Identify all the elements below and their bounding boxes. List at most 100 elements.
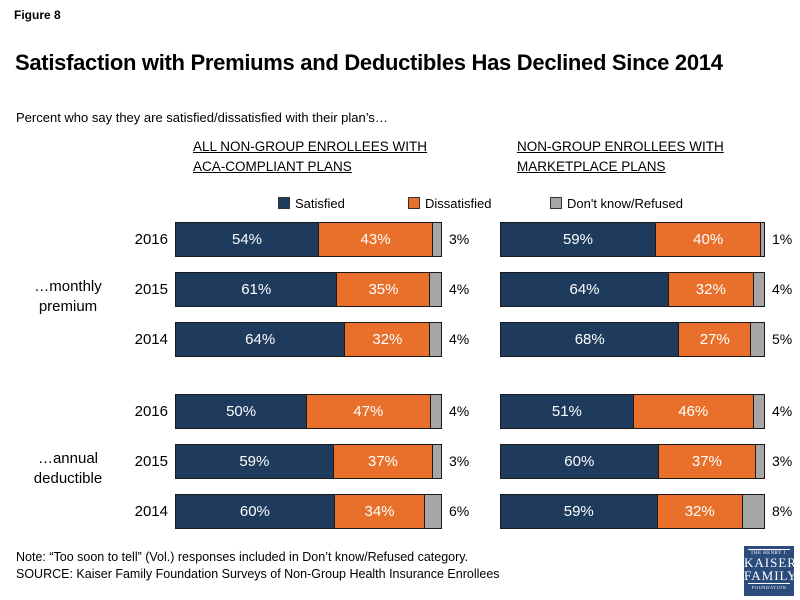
satisfied-value-label: 50% (226, 403, 257, 420)
satisfied-swatch-icon (278, 197, 290, 209)
year-label: 2015 (134, 281, 168, 298)
satisfied-value-label: 68% (574, 331, 605, 348)
dont-know-segment (760, 222, 765, 257)
stacked-bar-row: 59% 37% (175, 444, 442, 479)
stacked-bar-row: 59% 40% (500, 222, 765, 257)
row-group-label-annual-deductible: …annual deductible (33, 450, 103, 487)
year-label: 2014 (134, 331, 168, 348)
dissatisfied-segment: 27% (678, 322, 751, 357)
dissatisfied-value-label: 34% (364, 503, 395, 520)
dissatisfied-value-label: 27% (699, 331, 730, 348)
dont-know-value-label: 3% (449, 231, 470, 247)
dont-know-segment (424, 494, 442, 529)
stacked-bar-row: 68% 27% (500, 322, 765, 357)
dont-know-segment (749, 322, 765, 357)
dissatisfied-segment: 32% (656, 494, 743, 529)
year-label: 2016 (134, 231, 168, 248)
dont-know-swatch-icon (550, 197, 562, 209)
dissatisfied-value-label: 32% (372, 331, 403, 348)
dissatisfied-value-label: 47% (353, 403, 384, 420)
dont-know-value-label: 3% (772, 453, 793, 469)
dont-know-segment (752, 394, 766, 429)
satisfied-value-label: 59% (562, 231, 593, 248)
year-label: 2014 (134, 503, 168, 520)
dont-know-segment (429, 322, 442, 357)
stacked-bar-row: 64% 32% (175, 322, 442, 357)
dissatisfied-value-label: 35% (368, 281, 399, 298)
dissatisfied-segment: 34% (333, 494, 426, 529)
dissatisfied-value-label: 46% (678, 403, 709, 420)
legend-item-satisfied: Satisfied (278, 195, 345, 211)
subtitle: Percent who say they are satisfied/dissa… (16, 110, 388, 125)
dissatisfied-value-label: 43% (360, 231, 391, 248)
dont-know-value-label: 4% (449, 403, 470, 419)
stacked-bar-row: 59% 32% (500, 494, 765, 529)
legend-label-dissatisfied: Dissatisfied (425, 195, 492, 211)
dont-know-segment (755, 444, 765, 479)
year-label: 2015 (134, 453, 168, 470)
dont-know-value-label: 4% (449, 281, 470, 297)
legend-item-dont-know: Don't know/Refused (550, 195, 683, 211)
dissatisfied-segment: 46% (632, 394, 754, 429)
dissatisfied-segment: 37% (332, 444, 434, 479)
dissatisfied-segment: 32% (344, 322, 431, 357)
dont-know-value-label: 6% (449, 503, 470, 519)
row-group-label-monthly-premium: …monthly premium (34, 278, 102, 315)
satisfied-segment: 64% (500, 272, 670, 307)
dissatisfied-segment: 43% (318, 222, 434, 257)
satisfied-value-label: 64% (569, 281, 600, 298)
satisfied-value-label: 61% (241, 281, 272, 298)
stacked-bar-row: 60% 34% (175, 494, 442, 529)
satisfied-value-label: 54% (231, 231, 263, 248)
logo-line3: FAMILY (744, 568, 798, 583)
dont-know-value-label: 1% (772, 231, 793, 247)
satisfied-segment: 60% (175, 494, 335, 529)
dont-know-segment (429, 394, 443, 429)
dont-know-segment (432, 222, 442, 257)
dont-know-segment (429, 272, 442, 307)
panel-header-left-line2: ACA-COMPLIANT PLANS (193, 159, 352, 174)
legend-label-satisfied: Satisfied (295, 195, 345, 211)
satisfied-value-label: 59% (239, 453, 270, 470)
dissatisfied-segment: 35% (336, 272, 431, 307)
satisfied-segment: 51% (500, 394, 634, 429)
dissatisfied-segment: 37% (657, 444, 757, 479)
satisfied-segment: 68% (500, 322, 680, 357)
dont-know-value-label: 4% (449, 331, 470, 347)
legend-item-dissatisfied: Dissatisfied (408, 195, 491, 211)
stacked-bar-row: 54% 43% (175, 222, 442, 257)
logo-line4: FOUNDATION (748, 583, 790, 590)
dont-know-value-label: 4% (772, 403, 793, 419)
dissatisfied-segment: 47% (306, 394, 431, 429)
panel-header-right: NON-GROUP ENROLLEES WITH MARKETPLACE PLA… (517, 137, 724, 177)
figure-label: Figure 8 (14, 8, 61, 22)
logo-line2: KAISER (744, 555, 797, 570)
stacked-bar-row: 64% 32% (500, 272, 765, 307)
satisfied-segment: 54% (175, 222, 320, 257)
dissatisfied-value-label: 32% (684, 503, 715, 520)
dont-know-value-label: 5% (772, 331, 793, 347)
dont-know-value-label: 8% (772, 503, 793, 519)
dont-know-segment (741, 494, 765, 529)
dissatisfied-value-label: 37% (367, 453, 398, 470)
satisfied-segment: 50% (175, 394, 308, 429)
satisfied-value-label: 59% (563, 503, 594, 520)
stacked-bar-row: 51% 46% (500, 394, 766, 429)
dissatisfied-value-label: 40% (693, 231, 724, 248)
panel-header-left-line1: ALL NON-GROUP ENROLLEES WITH (193, 139, 428, 154)
panel-header-right-line1: NON-GROUP ENROLLEES WITH (517, 139, 724, 154)
stacked-bar-row: 61% 35% (175, 272, 442, 307)
panel-header-right-line2: MARKETPLACE PLANS (517, 159, 666, 174)
dissatisfied-swatch-icon (408, 197, 420, 209)
satisfied-segment: 61% (175, 272, 338, 307)
note-block: Note: “Too soon to tell” (Vol.) response… (16, 549, 500, 583)
logo-line1: THE HENRY J. (748, 549, 790, 556)
stacked-bar-row: 60% 37% (500, 444, 765, 479)
satisfied-segment: 60% (500, 444, 659, 479)
kaiser-family-foundation-logo: THE HENRY J. KAISER FAMILY FOUNDATION (744, 546, 798, 596)
satisfied-segment: 59% (500, 222, 656, 257)
satisfied-value-label: 60% (239, 503, 270, 520)
dissatisfied-value-label: 37% (691, 453, 722, 470)
satisfied-segment: 59% (175, 444, 334, 479)
